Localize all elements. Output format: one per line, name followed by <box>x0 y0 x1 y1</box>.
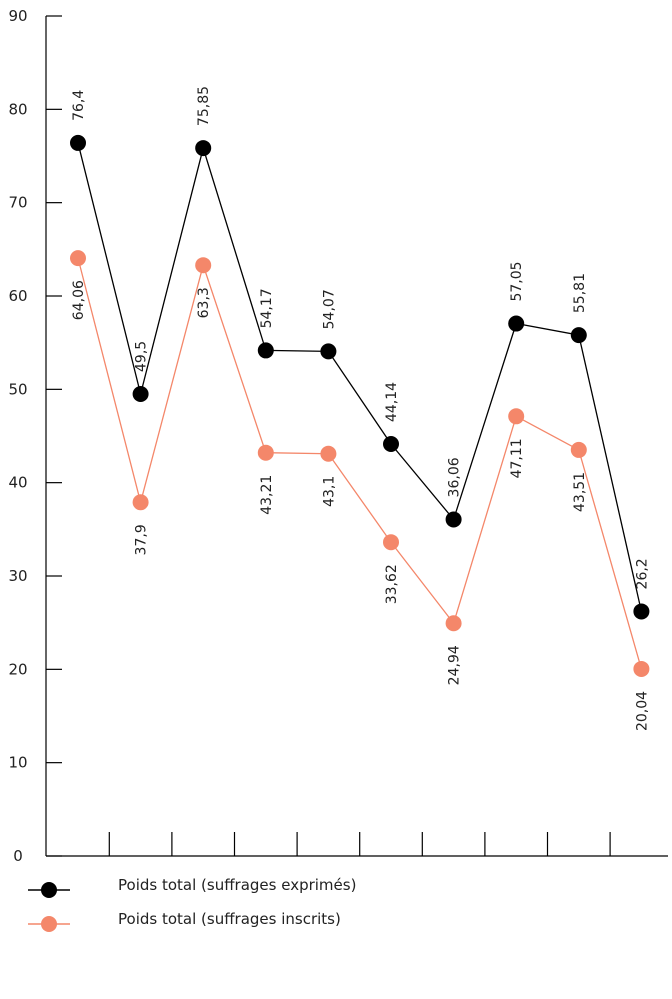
y-tick-label: 10 <box>8 754 27 772</box>
x-tick-label: 1988 <box>309 868 347 870</box>
data-point <box>320 445 337 462</box>
y-tick-label: 60 <box>8 287 27 305</box>
data-point <box>570 327 587 344</box>
data-point <box>508 315 525 332</box>
axes: 0 10 20 30 40 50 60 70 80 90 1965 1969 1974 1981 1988 1… <box>8 7 668 870</box>
data-label: 36,06 <box>447 457 463 497</box>
data-point <box>257 342 274 359</box>
x-tick-label: 2017 <box>622 868 660 870</box>
x-tick-label: 2012 <box>560 868 598 870</box>
y-tick-label: 90 <box>8 7 27 25</box>
y-tick-label: 80 <box>8 100 27 118</box>
data-label: 75,85 <box>196 86 212 126</box>
x-tick-label: 2002 <box>435 868 473 870</box>
data-label: 44,14 <box>384 382 400 422</box>
data-label: 54,07 <box>321 289 337 329</box>
data-label: 20,04 <box>634 691 650 731</box>
data-point <box>257 444 274 461</box>
line-chart: 0 10 20 30 40 50 60 70 80 90 1965 1969 1974 1981 1988 1… <box>8 7 668 870</box>
data-point <box>195 140 212 157</box>
data-point <box>445 615 462 632</box>
legend-label-registered: Poids total (suffrages inscrits) <box>118 910 341 928</box>
x-tick-label: 1995 <box>372 868 410 870</box>
data-label: 43,1 <box>321 476 337 507</box>
y-tick-label: 40 <box>8 474 27 492</box>
data-label: 33,62 <box>384 564 400 604</box>
x-tick-label: 1969 <box>122 868 160 870</box>
data-point <box>570 441 587 458</box>
data-label: 24,94 <box>447 645 463 685</box>
x-tick-label: 1981 <box>247 868 285 870</box>
data-label: 43,21 <box>259 475 275 515</box>
data-label: 26,2 <box>634 558 650 589</box>
series-layer <box>70 134 650 677</box>
data-point <box>633 603 650 620</box>
data-point <box>383 436 399 453</box>
data-point <box>383 534 399 551</box>
y-tick-label: 30 <box>8 567 27 585</box>
data-point <box>320 343 337 360</box>
x-tick-label: 2007 <box>497 868 535 870</box>
data-label: 49,5 <box>134 341 150 372</box>
data-point <box>633 660 650 677</box>
y-tick-label: 0 <box>13 847 23 865</box>
data-point <box>132 494 149 511</box>
series-line-1 <box>77 142 643 612</box>
data-label: 47,11 <box>509 438 525 478</box>
data-point <box>70 250 86 267</box>
legend-swatch-black <box>28 882 70 898</box>
y-tick-label: 20 <box>8 660 27 678</box>
data-labels-layer: 76,4 49,5 75,85 54,17 54,07 44,14 36,06 57,05 55… <box>71 86 650 731</box>
data-label: 43,51 <box>572 472 588 512</box>
data-point <box>132 386 149 402</box>
data-label: 54,17 <box>259 288 275 328</box>
legend-swatch-orange <box>28 916 70 932</box>
data-label: 57,05 <box>509 261 525 301</box>
y-tick-label: 70 <box>8 194 27 212</box>
series-line-2 <box>77 257 643 670</box>
data-label: 37,9 <box>134 524 150 555</box>
x-tick-label: 1974 <box>184 868 222 870</box>
data-point <box>508 408 525 425</box>
data-label: 76,4 <box>71 90 87 121</box>
data-label: 63,3 <box>196 287 212 318</box>
data-label: 55,81 <box>572 273 588 313</box>
data-point <box>195 257 212 274</box>
x-tick-label: 1965 <box>59 868 97 870</box>
y-tick-label: 50 <box>8 380 27 398</box>
data-label: 64,06 <box>71 280 87 320</box>
data-point <box>70 134 86 151</box>
data-point <box>445 511 462 528</box>
legend-label-expressed: Poids total (suffrages exprimés) <box>118 876 357 894</box>
